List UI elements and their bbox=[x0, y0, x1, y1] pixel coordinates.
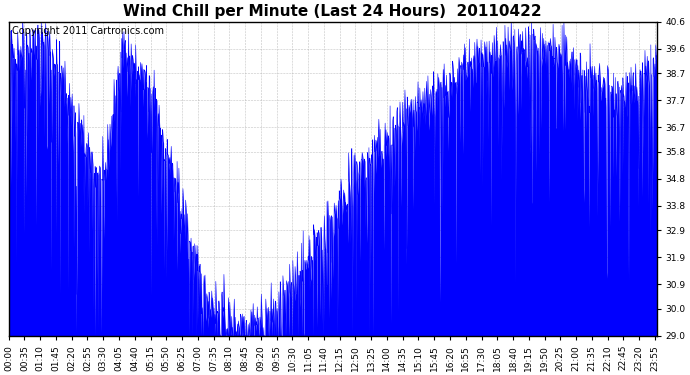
Title: Wind Chill per Minute (Last 24 Hours)  20110422: Wind Chill per Minute (Last 24 Hours) 20… bbox=[124, 4, 542, 19]
Text: Copyright 2011 Cartronics.com: Copyright 2011 Cartronics.com bbox=[12, 26, 164, 36]
